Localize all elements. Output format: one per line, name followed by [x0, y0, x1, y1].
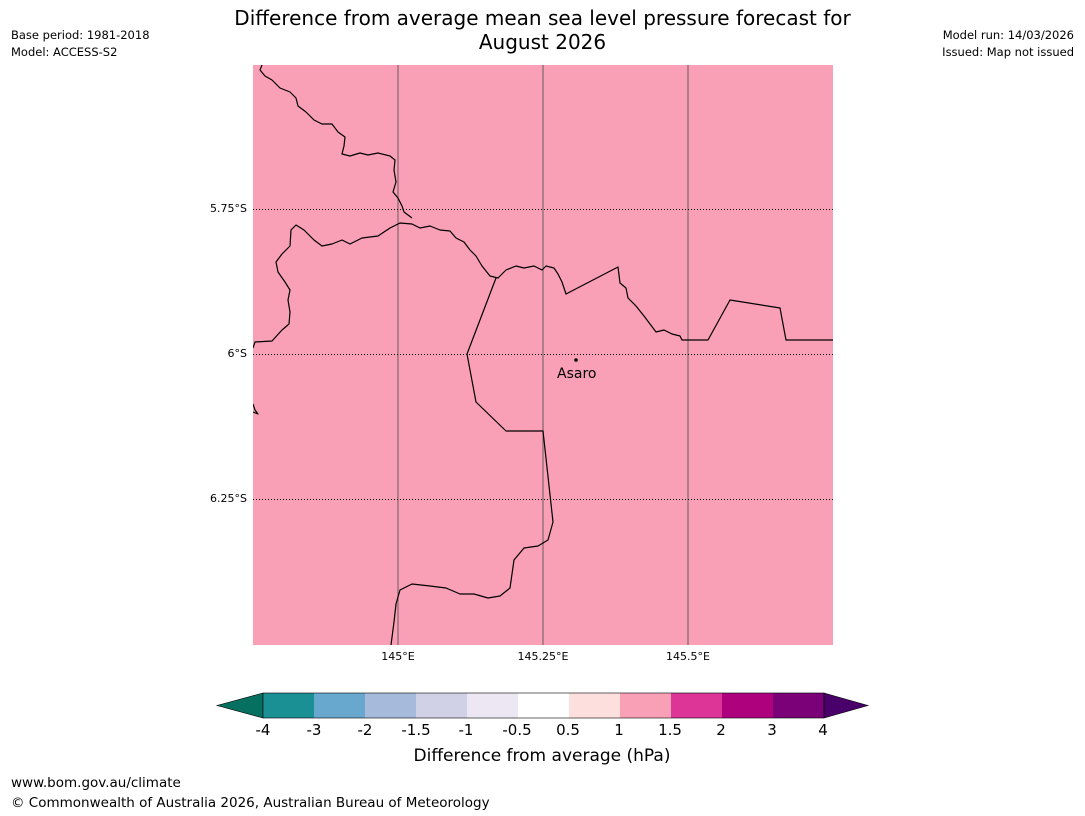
colorbar-segment [467, 693, 518, 718]
colorbar-tick: -3 [306, 721, 322, 739]
colorbar-label: Difference from average (hPa) [413, 746, 671, 766]
colorbar [215, 692, 870, 719]
colorbar-tick: -0.5 [502, 721, 532, 739]
colorbar-segment [671, 693, 722, 718]
lon-label-145-25: 145.25°E [517, 650, 569, 663]
colorbar-tick: 0.5 [556, 721, 580, 739]
boundary-south [390, 277, 554, 645]
colorbar-segment [722, 693, 773, 718]
footer-copyright: © Commonwealth of Australia 2026, Austra… [11, 795, 490, 811]
footer-url[interactable]: www.bom.gov.au/climate [11, 775, 181, 791]
colorbar-tick: -1 [458, 721, 474, 739]
colorbar-under-arrow [215, 692, 264, 719]
lat-label-6-25: 6.25°S [210, 492, 247, 505]
colorbar-segment [314, 693, 365, 718]
place-marker [574, 358, 578, 362]
colorbar-segment [569, 693, 620, 718]
colorbar-tick: 1 [614, 721, 624, 739]
lat-label-5-75: 5.75°S [210, 202, 247, 215]
colorbar-over-arrow [823, 692, 870, 719]
model-run: Model run: 14/03/2026 [942, 28, 1074, 42]
colorbar-tick: 2 [716, 721, 726, 739]
colorbar-outline [262, 692, 825, 719]
base-period: Base period: 1981-2018 [11, 28, 150, 42]
lat-label-6: 6°S [227, 347, 247, 360]
colorbar-segment [773, 693, 824, 718]
colorbar-tick: -1.5 [401, 721, 431, 739]
province-boundaries [253, 65, 833, 645]
map-content [253, 65, 833, 645]
colorbar-segment [365, 693, 416, 718]
colorbar-tick: 3 [767, 721, 777, 739]
issued-status: Issued: Map not issued [942, 45, 1074, 59]
title-line-1: Difference from average mean sea level p… [234, 6, 851, 30]
boundary-central [253, 222, 833, 349]
model-name: Model: ACCESS-S2 [11, 45, 118, 59]
colorbar-segment [518, 693, 569, 718]
colorbar-tick: 4 [818, 721, 828, 739]
title-line-2: August 2026 [478, 30, 607, 54]
meta-left: Base period: 1981-2018 Model: ACCESS-S2 [11, 27, 150, 61]
colorbar-segment [620, 693, 671, 718]
lon-label-145-5: 145.5°E [666, 650, 710, 663]
lon-label-145: 145°E [381, 650, 415, 663]
colorbar-segment [416, 693, 467, 718]
boundary-west-tick [253, 403, 259, 415]
colorbar-tick: 1.5 [658, 721, 682, 739]
place-label-asaro: Asaro [557, 366, 597, 382]
colorbar-segment [263, 693, 314, 718]
boundary-north [259, 65, 413, 219]
colorbar-tick: -2 [357, 721, 373, 739]
colorbar-tick: -4 [255, 721, 271, 739]
map-title: Difference from average mean sea level p… [190, 6, 895, 54]
meta-right: Model run: 14/03/2026 Issued: Map not is… [942, 27, 1074, 61]
